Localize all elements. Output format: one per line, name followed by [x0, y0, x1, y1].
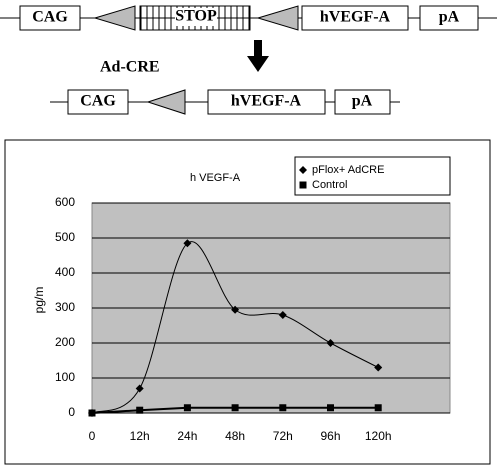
marker: [231, 305, 240, 314]
marker: [374, 363, 383, 372]
legend: [294, 156, 451, 196]
y-tick-label: 100: [55, 370, 75, 384]
arrow: [254, 40, 262, 58]
box: [419, 5, 479, 31]
marker: [231, 404, 239, 412]
box: [301, 5, 409, 31]
y-axis-label: pg/m: [32, 287, 46, 314]
label-bg: [175, 8, 217, 26]
label: hVEGF-A: [231, 93, 302, 110]
marker: [88, 409, 96, 417]
y-tick-label: 600: [55, 195, 75, 209]
legend-label: pFlox+ AdCRE: [312, 164, 384, 176]
y-tick-label: 200: [55, 335, 75, 349]
label: CAG: [32, 9, 68, 26]
loxp: [93, 5, 136, 31]
marker: [299, 181, 307, 189]
marker: [279, 404, 287, 412]
box: [334, 89, 391, 115]
x-tick-label: 96h: [320, 429, 340, 443]
label: STOP: [175, 8, 217, 25]
loxp: [256, 5, 299, 31]
y-tick-label: 0: [68, 405, 75, 419]
x-tick-label: 72h: [273, 429, 293, 443]
y-tick-label: 400: [55, 265, 75, 279]
y-tick-label: 300: [55, 300, 75, 314]
x-tick-label: 24h: [177, 429, 197, 443]
x-tick-label: 48h: [225, 429, 245, 443]
x-tick-label: 0: [89, 429, 96, 443]
marker: [327, 404, 334, 412]
loxp: [146, 89, 186, 115]
x-tick-label: 120h: [365, 429, 392, 443]
marker: [136, 406, 144, 414]
marker: [183, 239, 192, 248]
box: [19, 5, 81, 31]
marker: [374, 404, 382, 412]
x-tick-label: 12h: [130, 429, 150, 443]
legend-label: Control: [312, 179, 347, 191]
marker: [135, 384, 144, 393]
chart-title: h VEGF-A: [190, 172, 241, 184]
marker: [299, 166, 307, 174]
marker: [183, 404, 191, 412]
y-tick-label: 500: [55, 230, 75, 244]
label: hVEGF-A: [320, 9, 391, 26]
recombinase: Ad-CRE: [100, 59, 160, 76]
label: pA: [439, 9, 460, 26]
marker: [326, 339, 335, 347]
label: pA: [352, 93, 373, 110]
box: [207, 89, 326, 115]
marker: [278, 311, 287, 319]
box: [67, 89, 129, 115]
label: CAG: [80, 93, 116, 110]
arrow: [247, 56, 269, 72]
